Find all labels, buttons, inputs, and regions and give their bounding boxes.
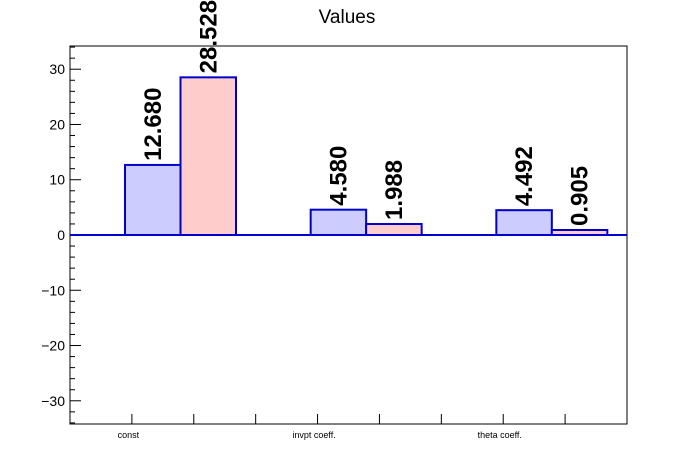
bar bbox=[309, 208, 368, 236]
bar bbox=[365, 223, 423, 237]
chart-title: Values bbox=[319, 7, 376, 28]
data-label: 1.988 bbox=[381, 160, 408, 220]
data-label: 4.580 bbox=[325, 146, 352, 206]
y-tick-label: −10 bbox=[41, 282, 65, 298]
data-label: 12.680 bbox=[140, 88, 167, 161]
y-tick-label: −30 bbox=[41, 393, 65, 409]
y-tick-label: 0 bbox=[57, 227, 65, 243]
y-tick-label: 10 bbox=[49, 172, 65, 188]
y-tick-label: 30 bbox=[49, 61, 65, 77]
bar bbox=[179, 76, 237, 236]
data-label: 28.528 bbox=[195, 0, 222, 73]
bars bbox=[70, 76, 627, 237]
y-axis: −30 −20 −10 0 10 20 30 bbox=[41, 46, 81, 424]
x-category-label: invpt coeff. bbox=[292, 430, 335, 440]
x-category-label: theta coeff. bbox=[478, 430, 522, 440]
bar bbox=[495, 209, 553, 237]
data-label: 4.492 bbox=[511, 146, 538, 206]
value-labels: 12.680 28.528 4.580 1.988 4.492 0.905 bbox=[140, 0, 594, 226]
x-axis: const invpt coeff. theta coeff. bbox=[69, 414, 628, 440]
y-tick-label: 20 bbox=[49, 116, 65, 132]
bar bbox=[124, 163, 182, 236]
y-tick-label: −20 bbox=[41, 338, 65, 354]
x-category-label: const bbox=[118, 430, 140, 440]
data-label: 0.905 bbox=[567, 166, 594, 226]
